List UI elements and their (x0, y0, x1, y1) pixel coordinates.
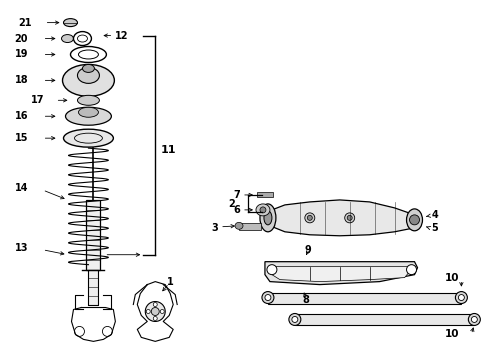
Ellipse shape (63, 19, 77, 27)
Text: 10: 10 (444, 273, 458, 283)
Bar (86, 200, 100, 270)
Circle shape (306, 215, 312, 220)
Circle shape (346, 215, 351, 220)
Circle shape (406, 265, 416, 275)
Circle shape (408, 215, 419, 225)
Circle shape (291, 316, 297, 323)
Ellipse shape (255, 204, 269, 216)
Text: 1: 1 (167, 276, 174, 287)
Circle shape (151, 307, 159, 315)
Circle shape (304, 213, 314, 223)
Circle shape (288, 314, 300, 325)
Circle shape (266, 265, 276, 275)
Circle shape (454, 292, 467, 303)
Circle shape (153, 316, 157, 320)
Text: 17: 17 (31, 95, 44, 105)
Text: 10: 10 (444, 329, 458, 339)
Ellipse shape (63, 129, 113, 147)
Text: 20: 20 (15, 33, 28, 44)
Ellipse shape (78, 107, 98, 117)
Text: 12: 12 (115, 31, 129, 41)
Polygon shape (267, 200, 417, 236)
Ellipse shape (264, 211, 271, 225)
Text: 2: 2 (228, 199, 235, 209)
Text: 18: 18 (15, 75, 28, 85)
Ellipse shape (82, 64, 94, 72)
Circle shape (468, 314, 479, 325)
Text: 19: 19 (15, 49, 28, 59)
Circle shape (262, 292, 273, 303)
Ellipse shape (77, 67, 99, 84)
Text: 3: 3 (211, 223, 218, 233)
Circle shape (457, 294, 464, 301)
Circle shape (264, 294, 270, 301)
Polygon shape (271, 267, 408, 282)
Text: 13: 13 (15, 243, 28, 253)
Ellipse shape (77, 95, 99, 105)
Circle shape (145, 302, 165, 321)
Text: 4: 4 (430, 210, 437, 220)
Bar (239, 223, 261, 230)
Ellipse shape (260, 204, 275, 232)
Ellipse shape (235, 222, 243, 229)
Text: 8: 8 (302, 294, 309, 305)
Circle shape (146, 310, 150, 314)
Bar (294, 315, 473, 325)
Circle shape (74, 327, 84, 336)
Ellipse shape (62, 64, 114, 96)
Circle shape (470, 316, 476, 323)
Text: 11: 11 (160, 145, 175, 155)
Text: 21: 21 (19, 18, 32, 28)
Text: 9: 9 (304, 245, 311, 255)
Ellipse shape (65, 107, 111, 125)
Text: 5: 5 (430, 223, 437, 233)
Circle shape (160, 310, 164, 314)
Circle shape (260, 207, 265, 213)
Ellipse shape (61, 35, 73, 42)
Text: 15: 15 (15, 133, 28, 143)
Circle shape (344, 213, 354, 223)
Bar (267, 293, 461, 303)
Text: 16: 16 (15, 111, 28, 121)
Circle shape (102, 327, 112, 336)
Text: 7: 7 (233, 190, 240, 200)
Text: 6: 6 (233, 205, 240, 215)
Ellipse shape (406, 209, 422, 231)
Bar (256, 192, 272, 197)
Bar (88, 270, 98, 305)
Circle shape (153, 302, 157, 306)
Text: 14: 14 (15, 183, 28, 193)
Polygon shape (264, 262, 417, 285)
